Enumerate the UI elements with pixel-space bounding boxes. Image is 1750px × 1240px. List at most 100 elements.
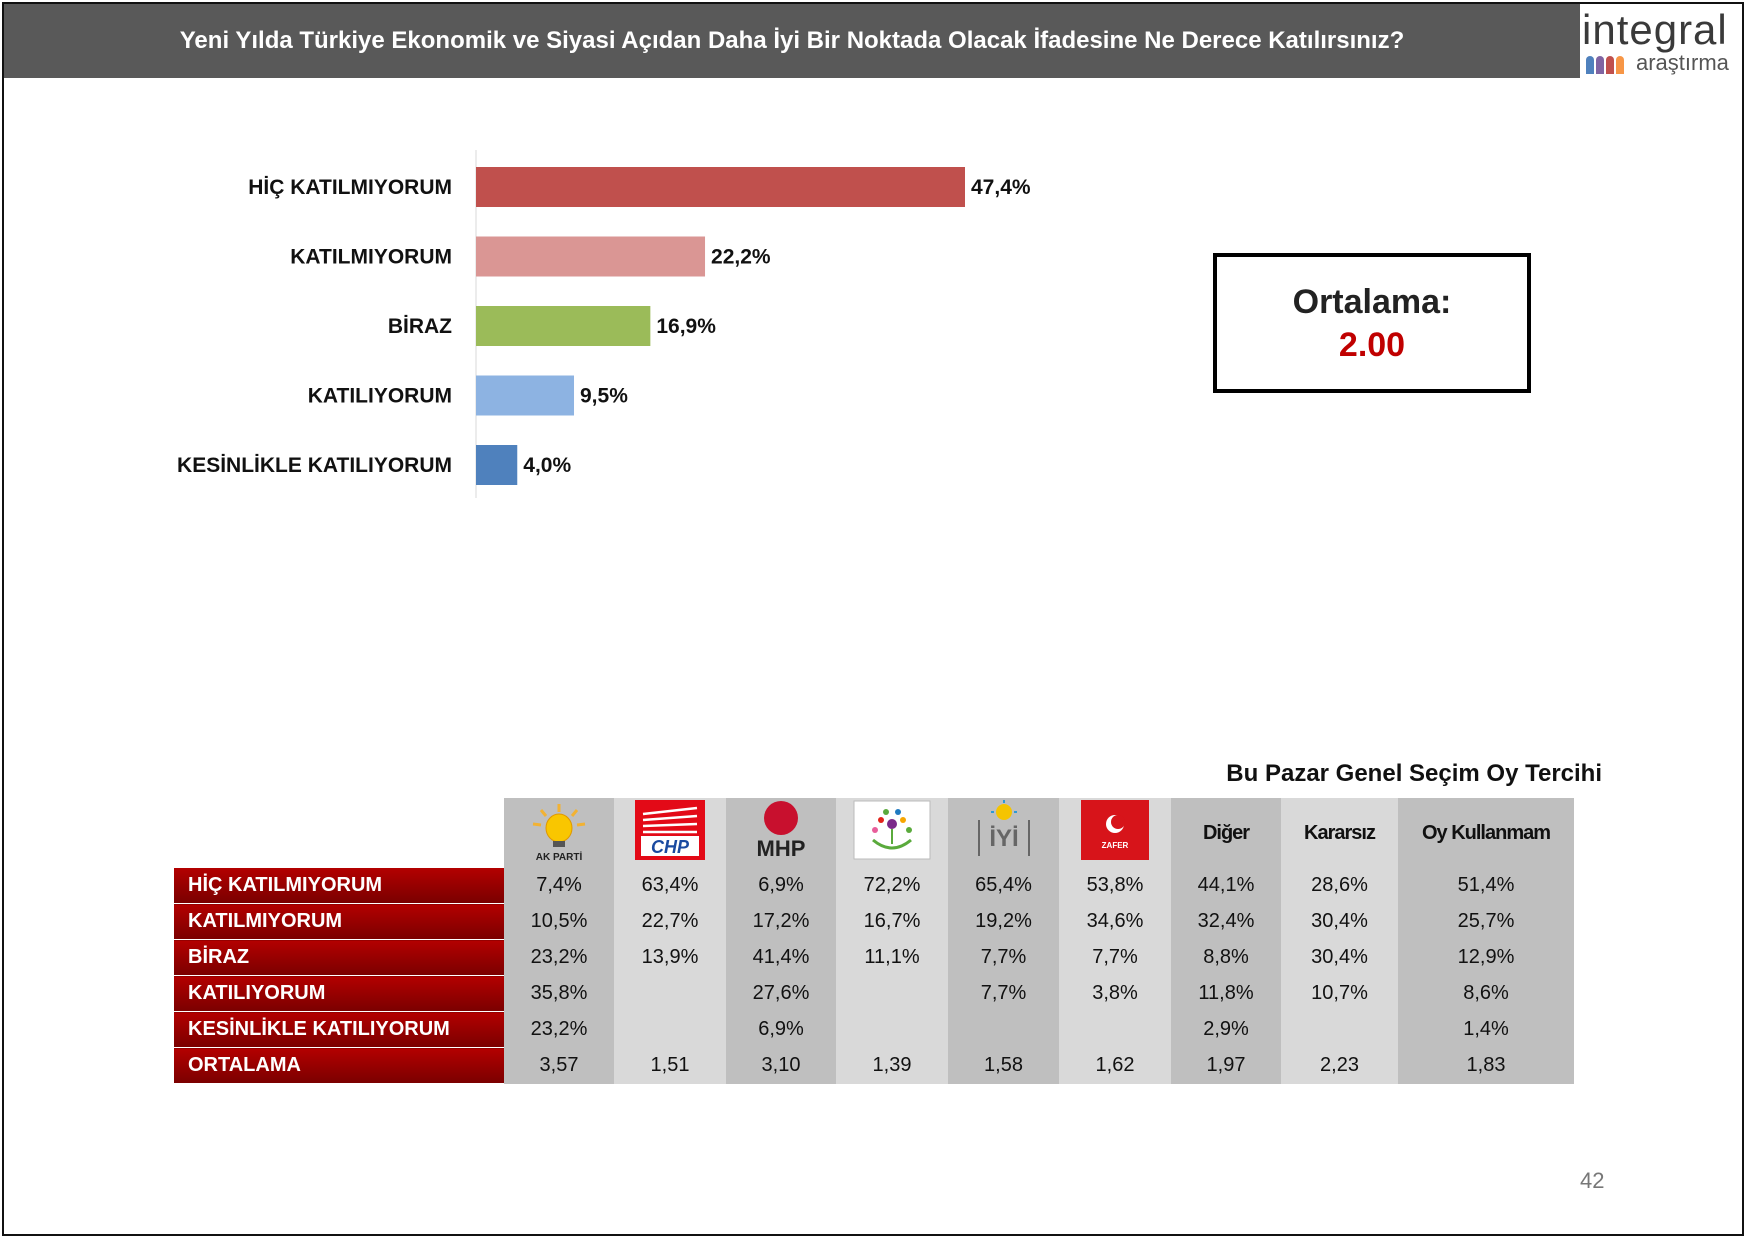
table-cell: 23,2%: [504, 939, 614, 976]
table-cell: 72,2%: [836, 868, 948, 904]
table-cell: [614, 975, 726, 1012]
bar: [476, 167, 965, 207]
table-cell: 11,8%: [1171, 975, 1281, 1012]
table-cell: 63,4%: [614, 868, 726, 904]
vote-preference-crosstab: AK PARTİ CHP: [174, 798, 1574, 1084]
bar: [476, 375, 575, 416]
akp-logo-icon: AK PARTİ: [532, 804, 586, 863]
data-label: 47,4%: [971, 176, 1031, 199]
svg-text:MHP: MHP: [757, 836, 806, 860]
table-cell: 3,57: [504, 1047, 614, 1084]
table-cell: 1,4%: [1398, 1011, 1574, 1048]
table-cell: 8,8%: [1171, 939, 1281, 976]
logo-sub: araştırma: [1636, 50, 1729, 75]
table-cell: 2,9%: [1171, 1011, 1281, 1048]
mhp-logo-icon: MHP: [757, 801, 806, 861]
table-cell: 30,4%: [1281, 903, 1398, 940]
table-cell: 3,10: [726, 1047, 836, 1084]
table-cell: 7,4%: [504, 868, 614, 904]
table-cell: 41,4%: [726, 939, 836, 976]
corner-cell: [174, 798, 504, 868]
table-cell: [836, 1011, 948, 1048]
chp-logo-icon: CHP: [635, 800, 705, 860]
table-cell: 16,7%: [836, 903, 948, 940]
yesil-sol-logo-icon: [853, 800, 931, 860]
svg-text:CHP: CHP: [651, 837, 690, 857]
bar: [476, 236, 706, 277]
table-cell: 19,2%: [948, 903, 1059, 940]
category-label: BİRAZ: [388, 315, 452, 338]
table-row: HİÇ KATILMIYORUM 7,4% 63,4% 6,9% 72,2% 65,4% 5…: [174, 868, 1574, 904]
table-cell: 6,9%: [726, 1011, 836, 1048]
table-cell: 13,9%: [614, 939, 726, 976]
category-label: KESİNLİKLE KATILIYORUM: [177, 454, 452, 477]
table-cell: 53,8%: [1059, 868, 1171, 904]
col-diger: Diğer: [1171, 798, 1281, 868]
iyi-logo-icon: İYİ: [977, 800, 1030, 856]
col-iyi: İYİ: [948, 798, 1059, 868]
table-cell: 1,51: [614, 1047, 726, 1084]
table-cell: 7,7%: [948, 939, 1059, 976]
average-label: Ortalama:: [1292, 283, 1452, 321]
table-cell: 65,4%: [948, 868, 1059, 904]
table-cell: 1,39: [836, 1047, 948, 1084]
table-cell: 22,7%: [614, 903, 726, 940]
col-oy-kullanmam: Oy Kullanmam: [1398, 798, 1574, 868]
integral-logo: integral araştırma: [1580, 4, 1742, 78]
col-kararsiz: Kararsız: [1281, 798, 1398, 868]
category-label: HİÇ KATILMIYORUM: [248, 176, 452, 199]
table-row: KATILMIYORUM 10,5% 22,7% 17,2% 16,7% 19,2% 34,…: [174, 903, 1574, 940]
table-cell: [1059, 1011, 1171, 1048]
table-cell: 34,6%: [1059, 903, 1171, 940]
row-label: KATILMIYORUM: [174, 903, 504, 940]
table-cell: 7,7%: [1059, 939, 1171, 976]
col-akp: AK PARTİ: [504, 798, 614, 868]
table-cell: 6,9%: [726, 868, 836, 904]
table-cell: 12,9%: [1398, 939, 1574, 976]
table-cell: [836, 975, 948, 1012]
table-cell: 10,7%: [1281, 975, 1398, 1012]
row-label: HİÇ KATILMIYORUM: [174, 868, 504, 904]
slide-title-bar: Yeni Yılda Türkiye Ekonomik ve Siyasi Aç…: [4, 4, 1580, 78]
agreement-bar-chart: HİÇ KATILMIYORUM 47,4% KATILMIYORUM 22,2% Bİ…: [177, 150, 1031, 498]
table-cell: 17,2%: [726, 903, 836, 940]
table-cell: 51,4%: [1398, 868, 1574, 904]
page-number: 42: [1580, 1168, 1605, 1193]
table-cell: 7,7%: [948, 975, 1059, 1012]
table-cell: 2,23: [1281, 1047, 1398, 1084]
table-cell: 1,83: [1398, 1047, 1574, 1084]
category-label: KATILIYORUM: [308, 385, 452, 408]
logo-word: integral: [1582, 6, 1728, 53]
data-label: 16,9%: [656, 315, 716, 338]
table-cell: 3,8%: [1059, 975, 1171, 1012]
bar: [476, 445, 518, 485]
col-mhp: MHP: [726, 798, 836, 868]
svg-text:AK PARTİ: AK PARTİ: [536, 850, 583, 862]
bar: [476, 306, 651, 346]
table-cell: 44,1%: [1171, 868, 1281, 904]
table-cell: 1,97: [1171, 1047, 1281, 1084]
data-label: 4,0%: [523, 454, 571, 477]
table-cell: 1,62: [1059, 1047, 1171, 1084]
table-row: BİRAZ 23,2% 13,9% 41,4% 11,1% 7,7% 7,7% 8,8% 30,…: [174, 939, 1574, 976]
table-cell: [614, 1011, 726, 1048]
row-label: KATILIYORUM: [174, 975, 504, 1012]
category-label: KATILMIYORUM: [290, 246, 452, 269]
table-cell: [1281, 1011, 1398, 1048]
slide-title: Yeni Yılda Türkiye Ekonomik ve Siyasi Aç…: [179, 27, 1405, 54]
table-cell: 10,5%: [504, 903, 614, 940]
table-cell: 35,8%: [504, 975, 614, 1012]
col-chp: CHP: [614, 798, 726, 868]
table-cell: 32,4%: [1171, 903, 1281, 940]
table-cell: 8,6%: [1398, 975, 1574, 1012]
data-label: 9,5%: [580, 385, 628, 408]
table-cell: 1,58: [948, 1047, 1059, 1084]
table-cell: 11,1%: [836, 939, 948, 976]
data-label: 22,2%: [711, 246, 771, 269]
row-label: BİRAZ: [174, 939, 504, 976]
svg-text:İYİ: İYİ: [989, 825, 1018, 852]
table-row: KESİNLİKLE KATILIYORUM 23,2% 6,9% 2,9% 1,4%: [174, 1011, 1574, 1048]
average-box: Ortalama: 2.00: [1213, 253, 1531, 393]
logo-bars-icon: [1586, 56, 1624, 74]
